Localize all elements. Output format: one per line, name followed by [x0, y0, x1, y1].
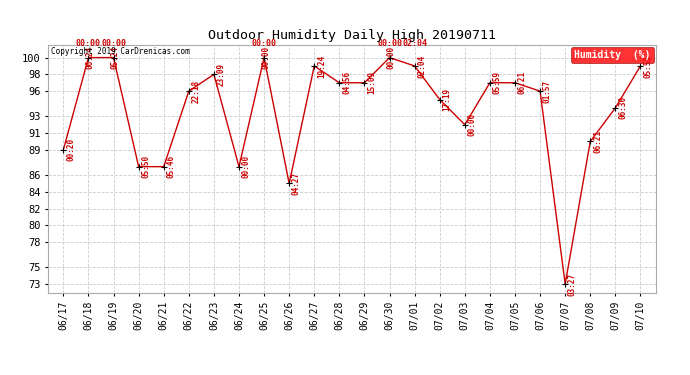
Legend: Humidity  (%): Humidity (%): [571, 47, 653, 63]
Text: 04:56: 04:56: [342, 71, 351, 94]
Text: 00:20: 00:20: [66, 138, 75, 161]
Text: 22:18: 22:18: [192, 80, 201, 103]
Text: 05:51: 05:51: [643, 54, 652, 78]
Text: 06:21: 06:21: [518, 71, 526, 94]
Text: 04:27: 04:27: [292, 172, 301, 195]
Text: 00:00: 00:00: [101, 39, 126, 48]
Text: 01:57: 01:57: [543, 80, 552, 103]
Text: 06:30: 06:30: [618, 96, 627, 120]
Text: 06:24: 06:24: [86, 46, 95, 69]
Text: 00:00: 00:00: [252, 39, 277, 48]
Text: 06:21: 06:21: [593, 130, 602, 153]
Text: 15:09: 15:09: [367, 71, 376, 94]
Text: 23:09: 23:09: [217, 63, 226, 86]
Text: 05:46: 05:46: [166, 155, 175, 178]
Text: 05:59: 05:59: [493, 71, 502, 94]
Text: 00:00: 00:00: [262, 46, 270, 69]
Text: 00:00: 00:00: [468, 113, 477, 136]
Title: Outdoor Humidity Daily High 20190711: Outdoor Humidity Daily High 20190711: [208, 30, 496, 42]
Text: 00:00: 00:00: [76, 39, 101, 48]
Text: 05:24: 05:24: [111, 46, 120, 69]
Text: 17:19: 17:19: [442, 88, 451, 111]
Text: 02:04: 02:04: [402, 39, 427, 48]
Text: 02:04: 02:04: [417, 54, 426, 78]
Text: 00:00: 00:00: [387, 46, 396, 69]
Text: 03:27: 03:27: [568, 273, 577, 296]
Text: 00:00: 00:00: [377, 39, 402, 48]
Text: 05:50: 05:50: [141, 155, 150, 178]
Text: 19:24: 19:24: [317, 54, 326, 78]
Text: Copyright 2019 CarDrenicas.com: Copyright 2019 CarDrenicas.com: [51, 48, 190, 57]
Text: 00:00: 00:00: [241, 155, 250, 178]
